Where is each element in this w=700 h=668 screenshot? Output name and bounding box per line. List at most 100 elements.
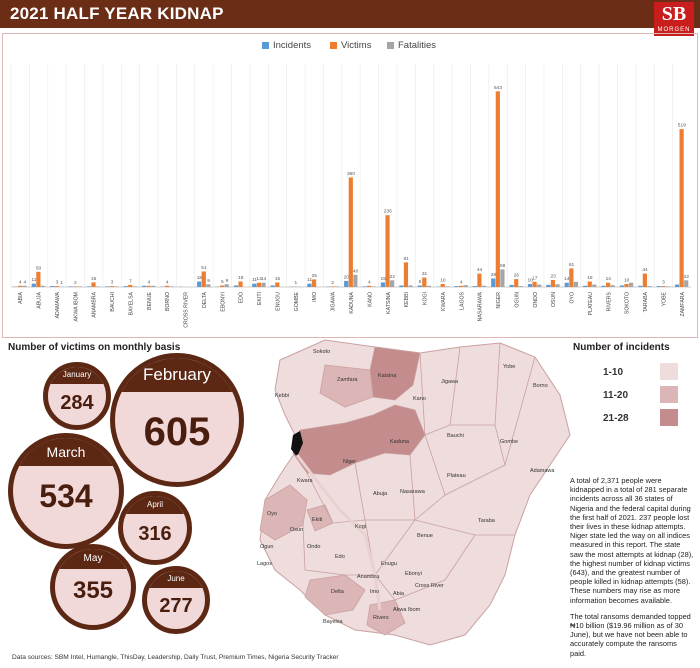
logo-text: SB: [661, 3, 687, 25]
x-tick-label: EKITI: [257, 292, 263, 305]
bar-victims: [569, 268, 574, 287]
x-tick-label: CROSS RIVER: [184, 292, 190, 328]
bar-victims: [514, 279, 519, 287]
x-tick-label: ANAMBRA: [92, 291, 98, 317]
bubble-january: January 284: [43, 362, 111, 430]
bar-incidents: [546, 284, 551, 287]
bar-fatalities: [334, 286, 340, 287]
map-label-state: Katsina: [378, 373, 397, 379]
bar-victims: [220, 285, 225, 287]
page-title: 2021 HALF YEAR KIDNAP: [10, 4, 224, 23]
map-label-state: Sokoto: [313, 349, 330, 355]
incidents-swatch-low: [660, 363, 678, 380]
bubble-june: June 277: [142, 566, 210, 634]
map-label-state: Ebonyi: [405, 571, 422, 577]
data-label: 18: [587, 275, 593, 281]
bar-fatalities: [390, 280, 395, 287]
bar-victims: [164, 285, 170, 287]
bubble-count: 277: [159, 595, 193, 617]
incidents-range-high: 21-28: [603, 413, 629, 424]
bubble-month-label: January: [48, 367, 106, 384]
x-tick-label: ABUJA: [37, 291, 43, 308]
map-label-state: Zamfara: [337, 377, 358, 383]
x-tick-label: KATSINA: [386, 291, 392, 313]
bar-victims: [17, 285, 23, 287]
data-label: 4: [148, 279, 151, 285]
x-tick-label: BORNO: [165, 292, 171, 311]
incidents-swatch-high: [660, 409, 678, 426]
bar-victims: [128, 284, 133, 287]
bar-incidents: [362, 286, 367, 287]
bar-fatalities: [665, 286, 670, 287]
bar-incidents: [527, 283, 533, 287]
bar-fatalities: [206, 284, 211, 287]
bar-victims: [311, 279, 317, 287]
bar-victims: [679, 129, 684, 287]
data-label: 1: [295, 280, 298, 286]
incidents-swatch-mid: [660, 386, 678, 403]
bar-fatalities: [445, 286, 450, 287]
bar-victims: [201, 271, 206, 287]
x-tick-label: KWARA: [441, 291, 447, 310]
data-label: 20: [344, 274, 350, 280]
x-tick-label: ONDO: [533, 292, 539, 308]
map-label-state: Akwa Ibom: [393, 607, 421, 613]
data-sources: Data sources: SBM Intel, Humangle, ThisD…: [12, 654, 339, 661]
bar-victims: [385, 215, 390, 287]
map-label-state: Plateau: [447, 473, 466, 479]
bar-fatalities: [77, 286, 82, 287]
bar-fatalities: [371, 286, 376, 287]
bar-incidents: [583, 285, 588, 287]
bar-victims: [109, 286, 114, 287]
x-tick-label: KEBBI: [404, 292, 410, 307]
map-label-state: Osun: [290, 527, 303, 533]
x-tick-label: EDO: [239, 292, 245, 303]
map-label-state: Kwara: [297, 478, 314, 484]
bar-fatalities: [463, 285, 468, 287]
x-tick-label: ADAMAWA: [55, 291, 61, 318]
data-label: 643: [494, 85, 502, 91]
bar-fatalities: [151, 285, 156, 287]
map-label-state: Jigawa: [441, 379, 459, 385]
map-label-state: Yobe: [503, 364, 515, 370]
bar-incidents: [252, 283, 257, 287]
map-label-state: Lagos: [257, 561, 272, 567]
bar-incidents: [68, 286, 73, 287]
data-label: 4: [166, 279, 169, 285]
map-label-state: Edo: [335, 554, 345, 560]
sb-morgen-logo: SB MORGEN: [654, 2, 694, 36]
map-label-state: Oyo: [267, 511, 277, 517]
bubble-month-label: February: [115, 358, 239, 392]
bar-incidents: [50, 286, 55, 287]
data-label: 31: [422, 271, 428, 277]
data-label: 236: [384, 209, 392, 215]
nigeria-map: Sokoto Zamfara Katsina Kano Jigawa Yobe …: [257, 339, 571, 646]
bubble-count: 534: [39, 478, 93, 514]
bar-incidents: [638, 285, 643, 287]
data-label: 2: [74, 280, 77, 286]
bar-victims: [477, 273, 482, 287]
data-label: 4: [460, 279, 463, 285]
map-label-state: Imo: [370, 589, 379, 595]
data-label: 9: [207, 278, 210, 284]
map-label-state: Borno: [533, 383, 548, 389]
data-label: 15: [91, 276, 97, 282]
data-label: 7: [129, 278, 132, 284]
map-label-state: Kogi: [355, 524, 366, 530]
bar-fatalities: [114, 286, 119, 287]
bar-incidents: [472, 286, 477, 287]
bar-incidents: [509, 284, 514, 287]
bar-fatalities: [628, 282, 634, 287]
map-label-state: Benue: [417, 533, 433, 539]
x-tick-label: GOMBE: [294, 291, 300, 311]
bar-victims: [146, 285, 151, 287]
bubble-march: March 534: [8, 433, 124, 549]
map-label-state: Abia: [393, 591, 405, 597]
bar-incidents: [31, 283, 36, 287]
data-label: 26: [514, 273, 520, 279]
x-tick-label: BENUE: [147, 291, 153, 309]
bar-victims: [36, 271, 41, 287]
x-tick-label: OYO: [570, 292, 576, 304]
data-label: 14: [564, 276, 570, 282]
map-label-state: Ekiti: [312, 517, 322, 523]
